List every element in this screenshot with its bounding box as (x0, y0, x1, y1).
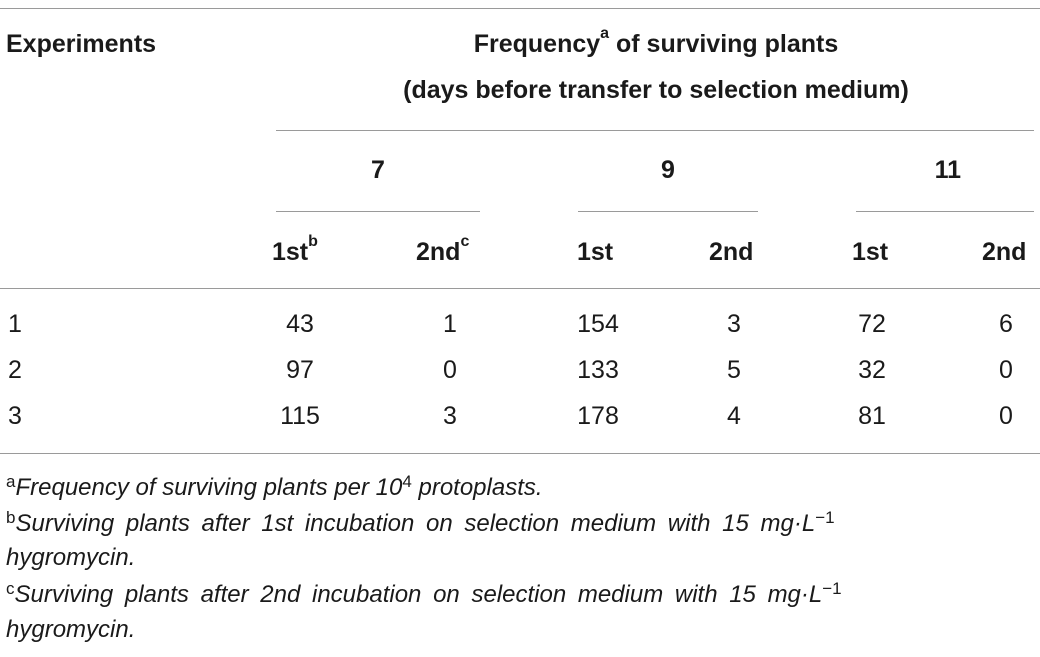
value-cell: 154 (577, 310, 619, 338)
group-7-rule (276, 211, 480, 212)
value-cell: 1 (443, 310, 457, 338)
value-cell: 32 (858, 356, 886, 384)
value-cell: 133 (577, 356, 619, 384)
value-cell: 3 (727, 310, 741, 338)
experiment-cell: 3 (8, 402, 22, 430)
group-9-rule (578, 211, 758, 212)
value-cell: 0 (443, 356, 457, 384)
table-top-rule (0, 8, 1040, 9)
footnote-b: bSurviving plants after 1st incubation o… (6, 508, 835, 537)
footnote-a: aFrequency of surviving plants per 104 p… (6, 472, 543, 501)
value-cell: 0 (999, 356, 1013, 384)
header-group-rule (276, 130, 1034, 131)
subheader-9-first: 1st (577, 238, 614, 266)
value-cell: 6 (999, 310, 1013, 338)
subheader-7-second: 2ndc (416, 233, 470, 267)
value-cell: 43 (286, 310, 314, 338)
value-cell: 5 (727, 356, 741, 384)
frequency-header: Frequencya of surviving plants (473, 25, 839, 59)
value-cell: 72 (858, 310, 886, 338)
experiments-header: Experiments (6, 30, 157, 58)
group-11-rule (856, 211, 1034, 212)
subheader-11-second: 2nd (982, 238, 1027, 266)
footnote-b-continued: hygromycin. (6, 544, 136, 571)
value-cell: 97 (286, 356, 314, 384)
value-cell: 81 (858, 402, 886, 430)
value-cell: 4 (727, 402, 741, 430)
footnote-c: cSurviving plants after 2nd incubation o… (6, 579, 842, 608)
footnote-c-continued: hygromycin. (6, 616, 136, 643)
group-9-header: 9 (661, 156, 675, 184)
group-11-header: 11 (934, 156, 961, 184)
subheader-9-second: 2nd (709, 238, 754, 266)
group-7-header: 7 (371, 156, 385, 184)
subheader-7-first: 1stb (272, 233, 318, 267)
header-bottom-rule (0, 288, 1040, 289)
value-cell: 3 (443, 402, 457, 430)
value-cell: 0 (999, 402, 1013, 430)
value-cell: 178 (577, 402, 619, 430)
subheader-11-first: 1st (852, 238, 889, 266)
table-bottom-rule (0, 453, 1040, 454)
experiment-cell: 2 (8, 356, 22, 384)
value-cell: 115 (280, 402, 320, 430)
experiment-cell: 1 (8, 310, 22, 338)
frequency-subtitle: (days before transfer to selection mediu… (403, 76, 909, 104)
